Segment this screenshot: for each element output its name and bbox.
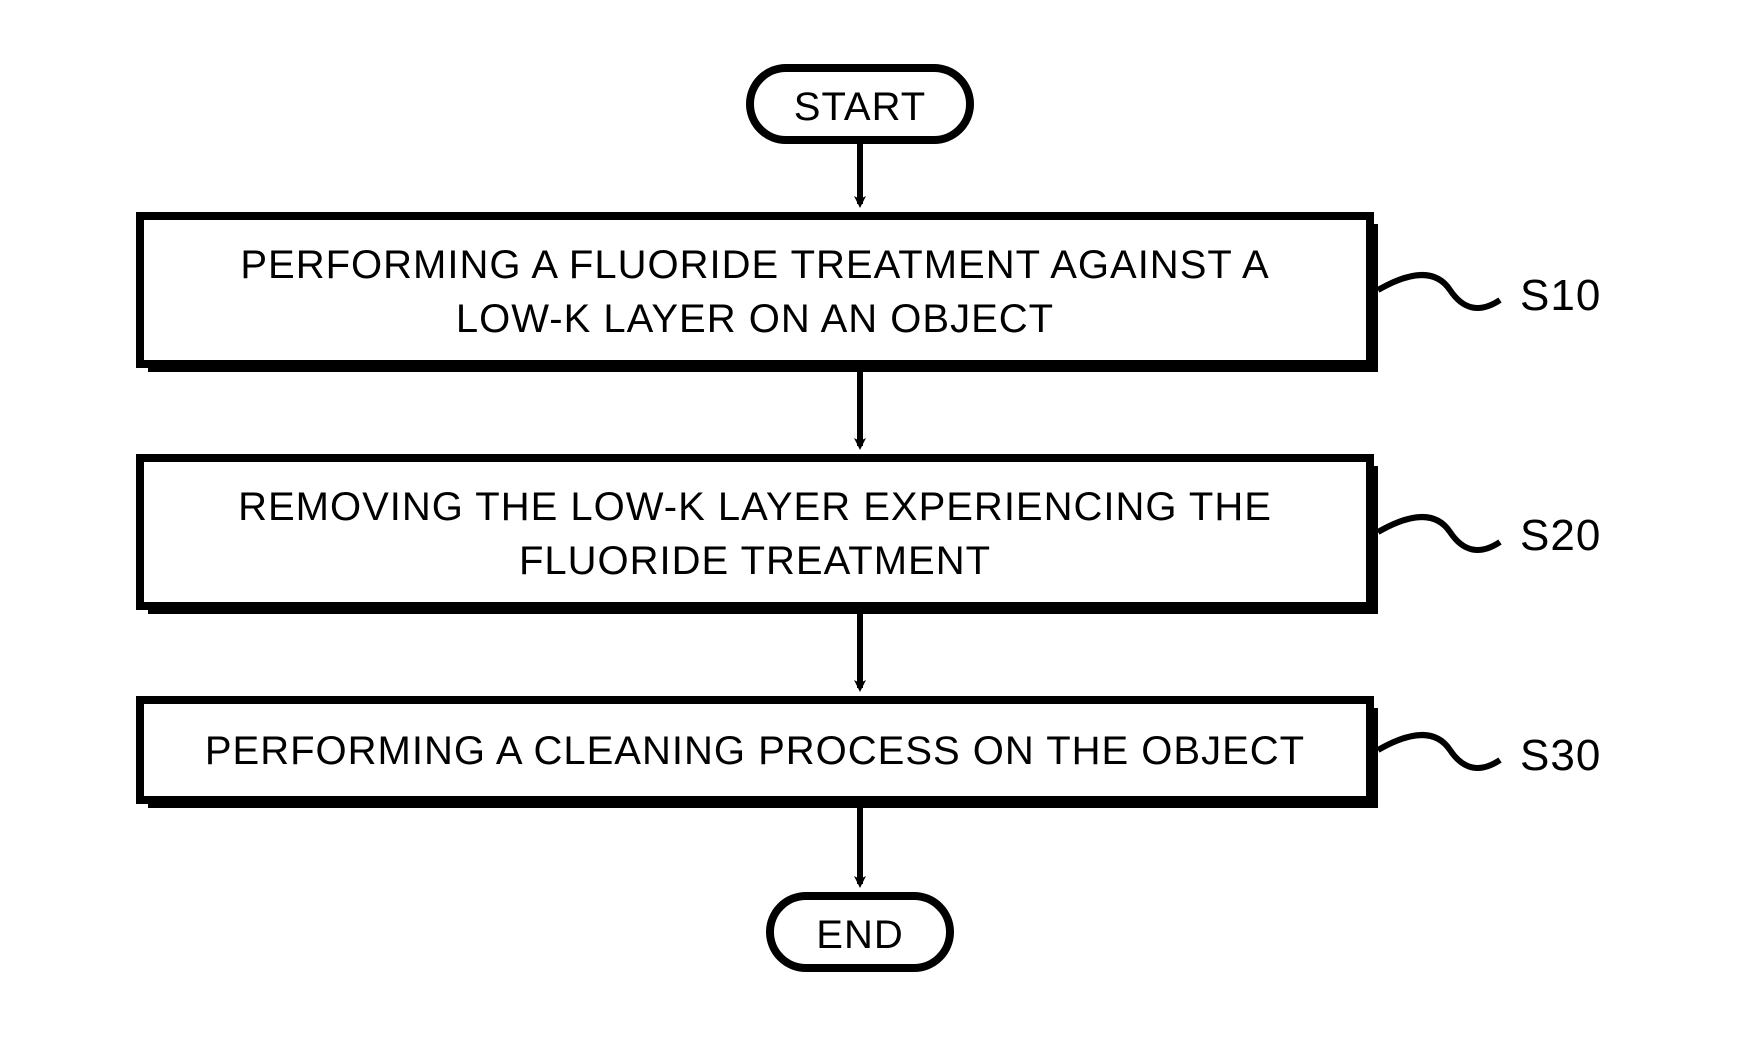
s10-line2: LOW-K LAYER ON AN OBJECT (456, 297, 1054, 341)
start-text: START (794, 85, 926, 129)
s20-node: REMOVING THE LOW-K LAYER EXPERIENCING TH… (140, 458, 1378, 614)
s20-line2: FLUORIDE TREATMENT (519, 539, 991, 583)
s10-label: S10 (1520, 271, 1601, 320)
s30-node: PERFORMING A CLEANING PROCESS ON THE OBJ… (140, 700, 1378, 808)
flowchart-svg: START PERFORMING A FLUORIDE TREATMENT AG… (0, 0, 1742, 1045)
flowchart-canvas: START PERFORMING A FLUORIDE TREATMENT AG… (0, 0, 1742, 1045)
s20-label: S20 (1520, 511, 1601, 560)
s10-node: PERFORMING A FLUORIDE TREATMENT AGAINST … (140, 216, 1378, 372)
s10-line1: PERFORMING A FLUORIDE TREATMENT AGAINST … (240, 243, 1269, 287)
s30-label: S30 (1520, 731, 1601, 780)
s20-line1: REMOVING THE LOW-K LAYER EXPERIENCING TH… (238, 485, 1272, 529)
s30-line1: PERFORMING A CLEANING PROCESS ON THE OBJ… (205, 729, 1305, 773)
start-node: START (750, 68, 970, 140)
s10-connector (1378, 275, 1500, 308)
s20-connector (1378, 517, 1500, 550)
end-text: END (816, 913, 903, 957)
end-node: END (770, 896, 950, 968)
s30-connector (1378, 735, 1500, 768)
